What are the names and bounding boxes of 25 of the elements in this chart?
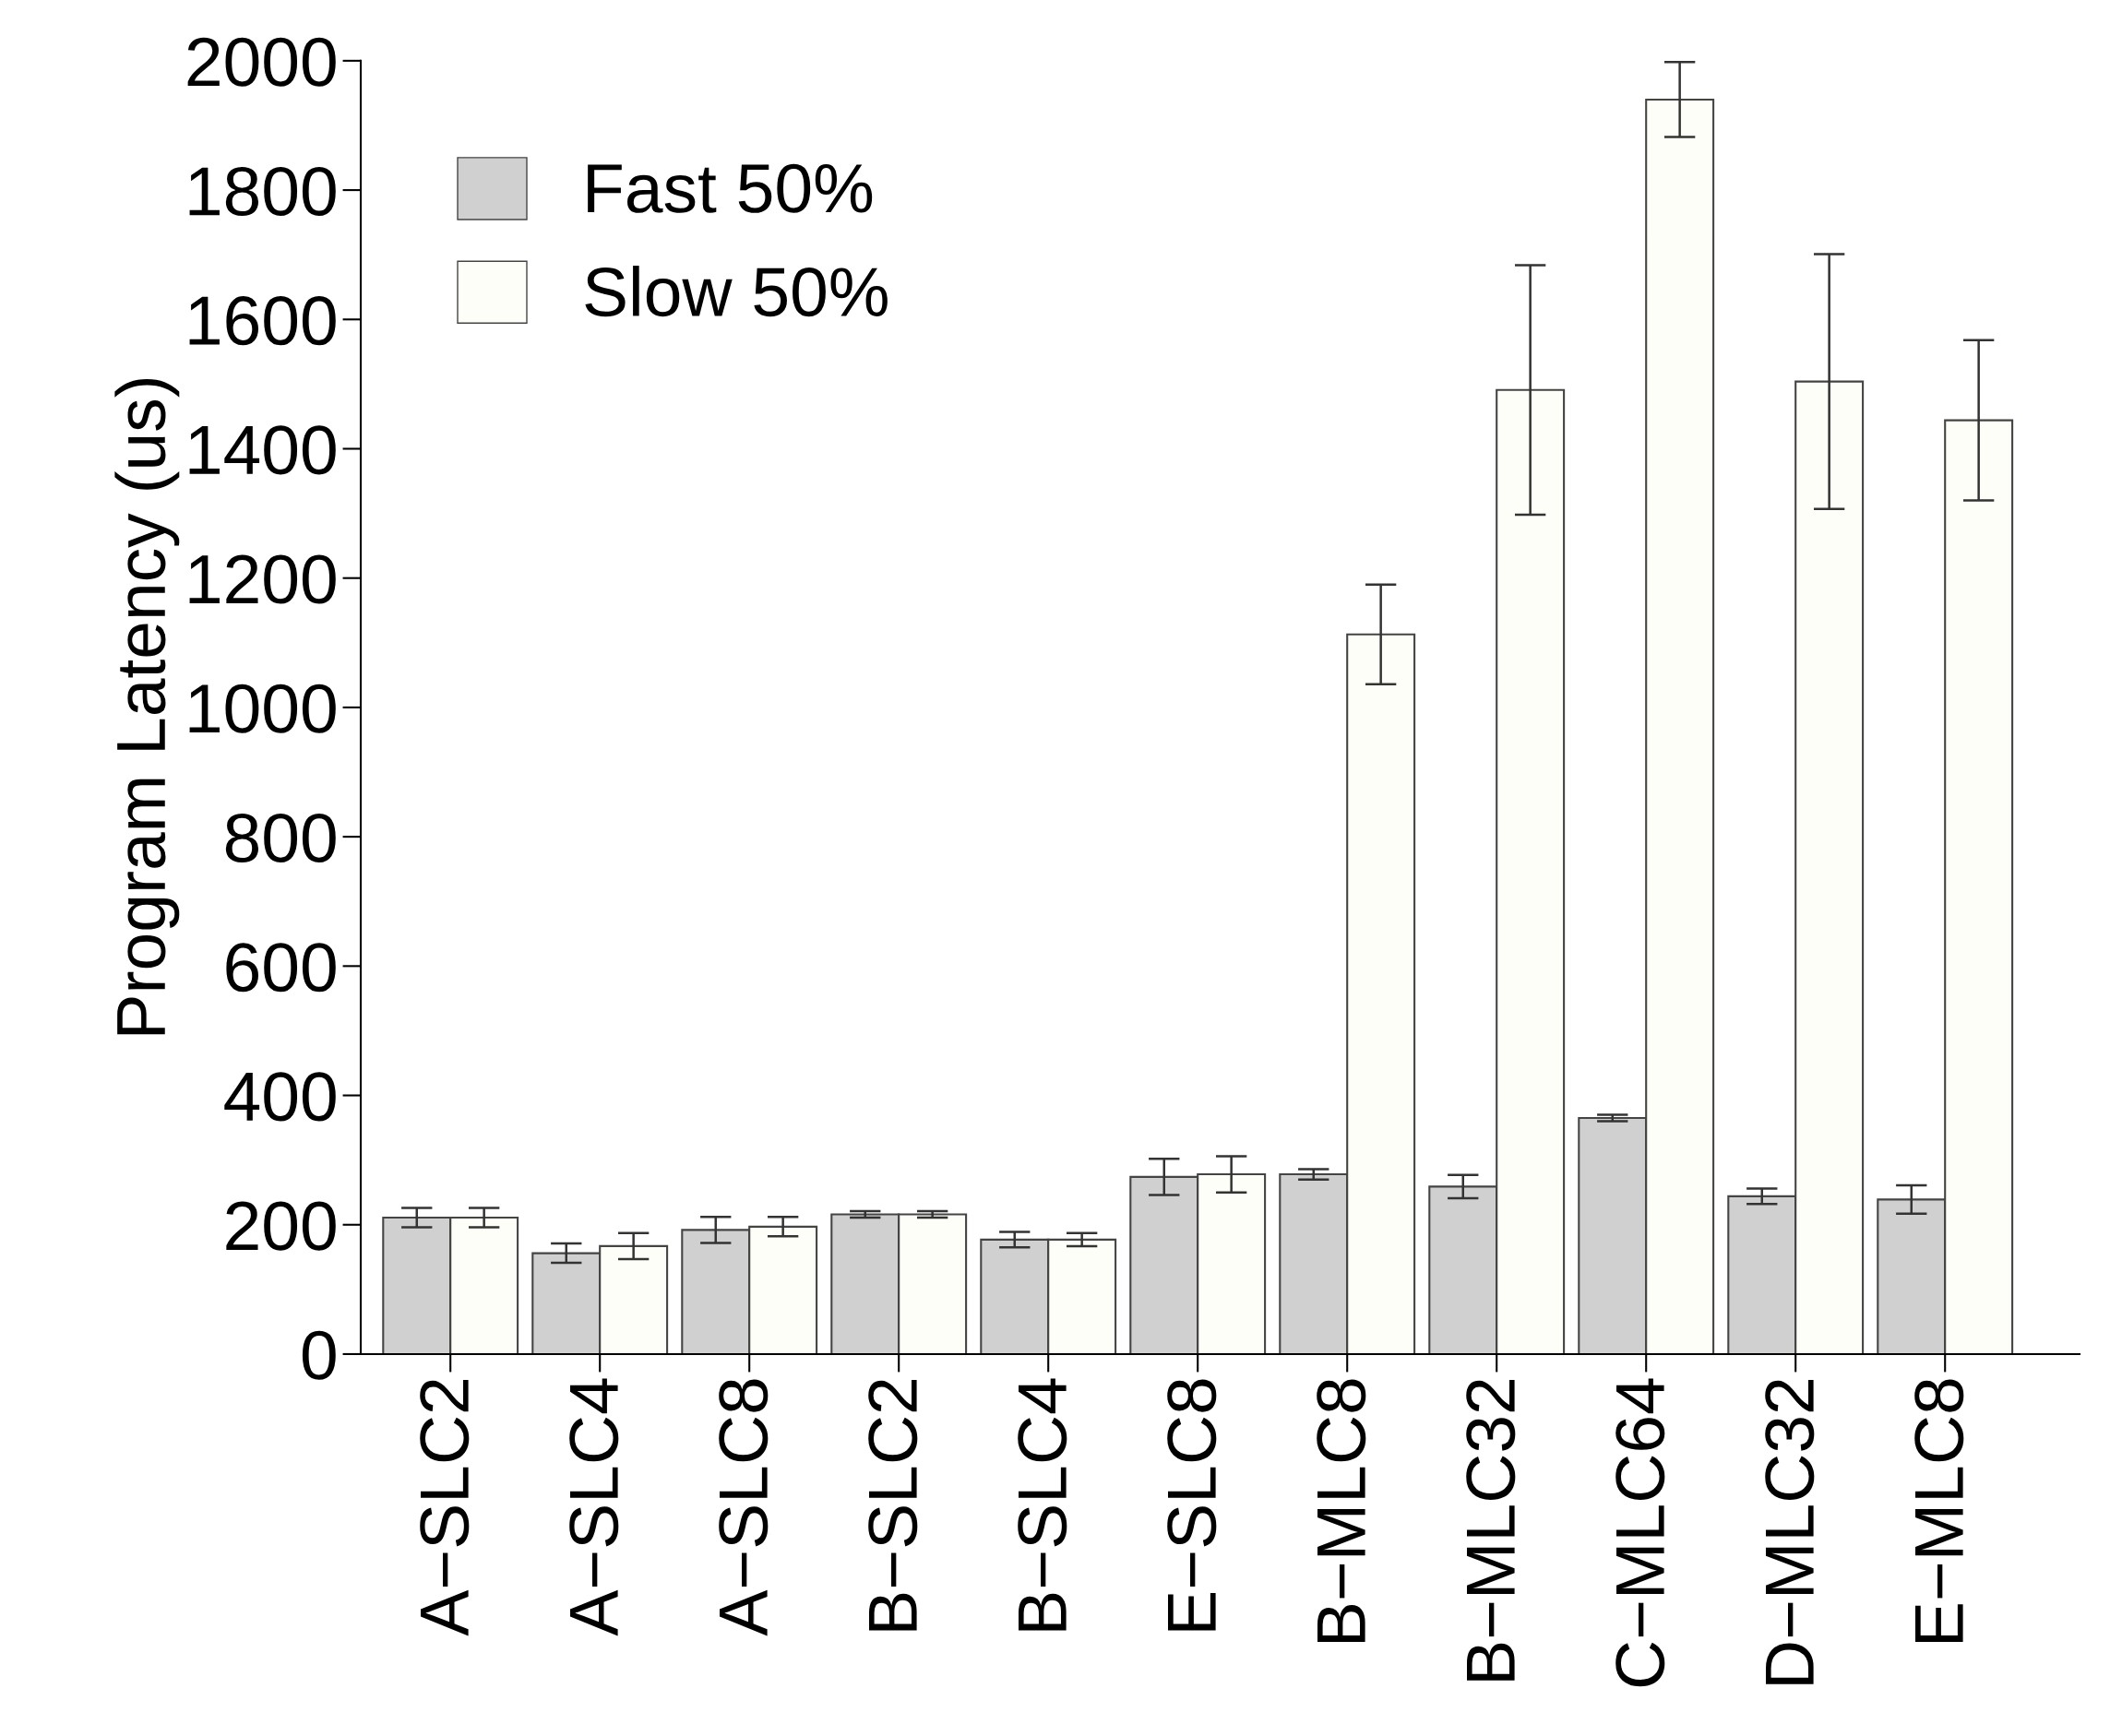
x-tick-label: B−MLC32 [1466, 1380, 1516, 1681]
y-tick-label: 400 [224, 1072, 336, 1122]
x-tick-label: A−SLC8 [719, 1379, 769, 1636]
x-tick-label: B−SLC4 [1018, 1378, 1067, 1631]
y-tick-label: 1600 [189, 296, 336, 346]
y-tick-label: 600 [226, 943, 336, 993]
legend-label: Slow 50% [585, 266, 888, 317]
y-tick-label: 2000 [187, 37, 336, 87]
x-tick-label: E−SLC8 [1167, 1379, 1217, 1631]
x-tick-label: E−MLC8 [1914, 1379, 1964, 1642]
y-tick-label: 1800 [189, 166, 336, 216]
x-tick-label: B−MLC8 [1317, 1379, 1366, 1642]
y-tick-label: 800 [225, 813, 336, 863]
x-tick-label: D−MLC32 [1765, 1380, 1815, 1684]
y-tick-label: 1400 [189, 425, 336, 475]
x-tick-label: A−SLC2 [420, 1380, 470, 1636]
y-tick-label: 200 [226, 1201, 336, 1251]
x-tick-label: B−SLC2 [868, 1380, 918, 1631]
y-axis-title: Program Latency (us) [114, 378, 180, 1035]
y-tick-label: 1000 [189, 684, 336, 733]
legend-label: Fast 50% [588, 163, 873, 213]
x-tick-label: C−MLC64 [1615, 1378, 1665, 1687]
y-tick-label: 1200 [189, 554, 336, 604]
y-tick-label: 0 [302, 1330, 336, 1380]
x-tick-label: A−SLC4 [569, 1378, 619, 1636]
